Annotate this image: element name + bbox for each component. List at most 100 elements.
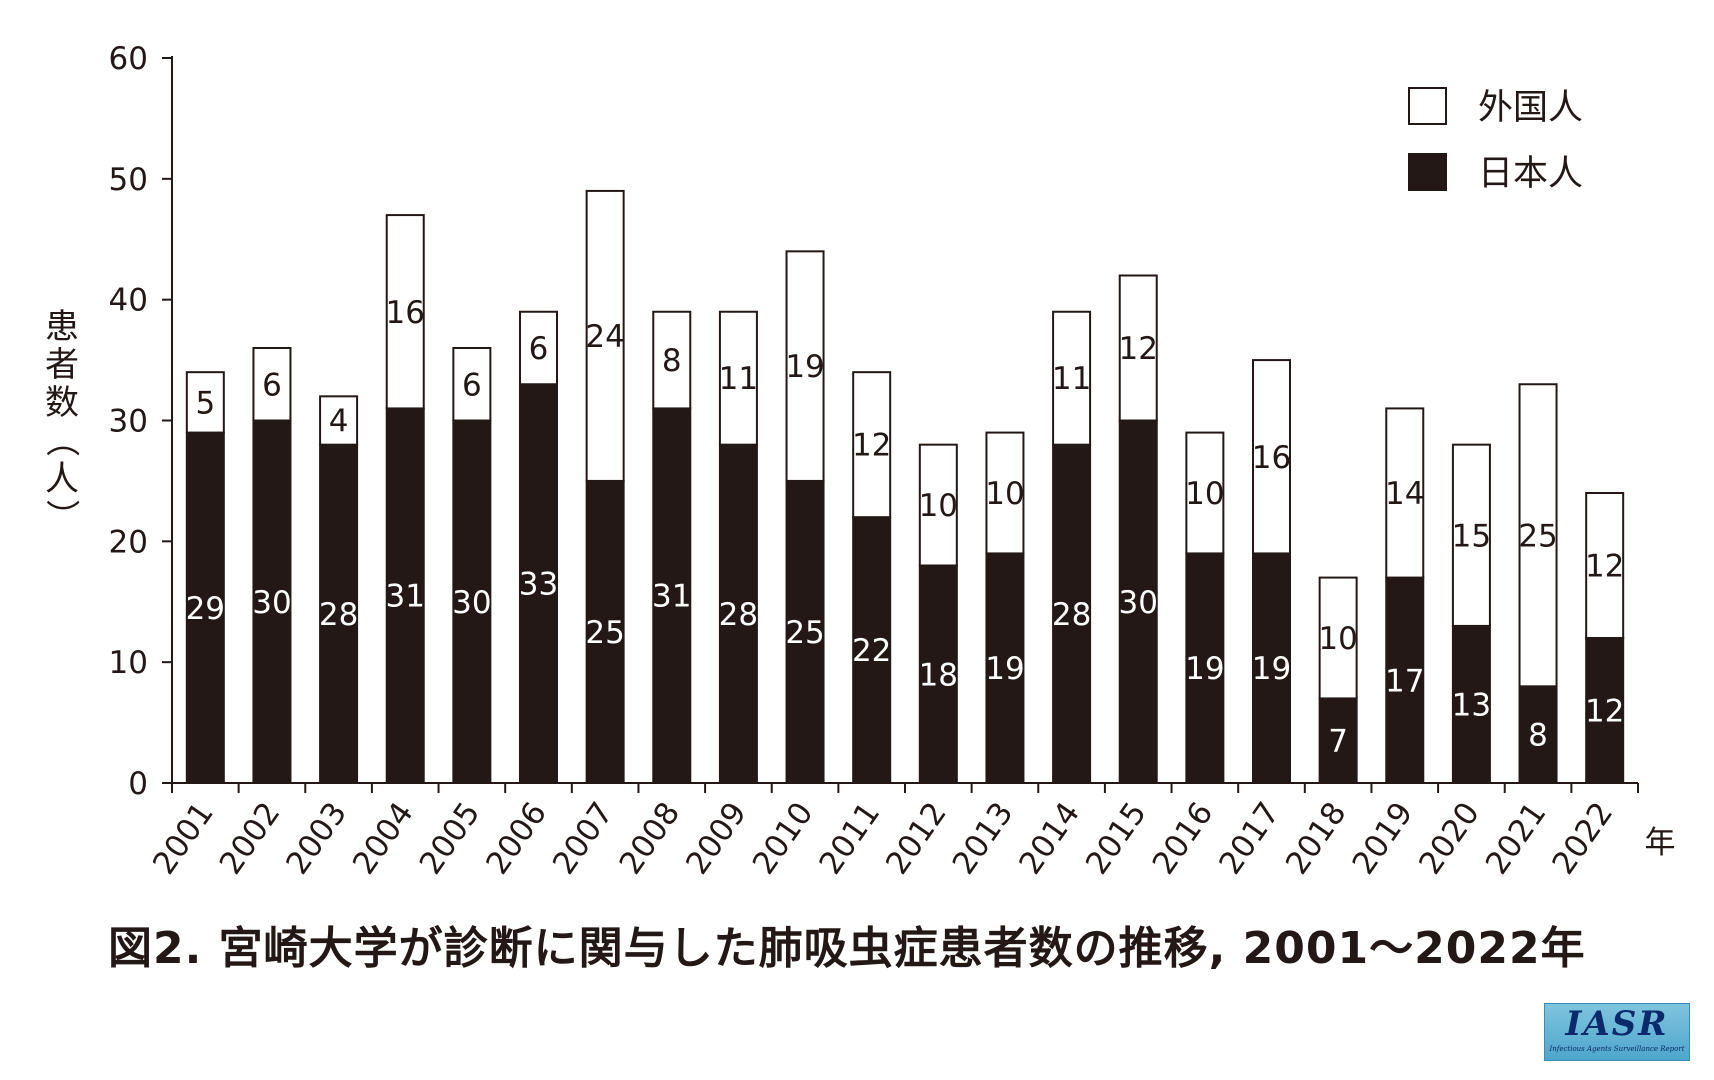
y-axis-label-char: 人 xyxy=(45,459,79,499)
bar-value-label: 18 xyxy=(919,657,958,693)
bar-value-label: 12 xyxy=(1119,331,1158,367)
bar-value-label: 15 xyxy=(1452,518,1491,554)
chart-title: 図2. 宮崎大学が診断に関与した肺吸虫症患者数の推移, 2001〜2022年 xyxy=(108,923,1586,974)
bar-value-label: 10 xyxy=(919,488,958,524)
x-tick-label: 2021 xyxy=(1479,796,1554,881)
bar-value-label: 6 xyxy=(262,367,282,403)
bar-value-label: 12 xyxy=(852,428,891,464)
bar-segment xyxy=(585,479,625,784)
y-tick-label: 30 xyxy=(109,404,148,440)
x-tick-label: 2012 xyxy=(879,796,954,881)
y-tick-label: 10 xyxy=(109,645,148,681)
bar-segment xyxy=(785,479,825,784)
x-tick-label: 2005 xyxy=(413,796,488,881)
bar-value-label: 30 xyxy=(1119,585,1158,621)
bar-segment xyxy=(1518,383,1558,688)
bar-value-label: 8 xyxy=(662,343,682,379)
bar-segment xyxy=(252,419,292,784)
bar-value-label: 12 xyxy=(1585,694,1624,730)
bar-segment xyxy=(452,419,492,784)
x-tick-label: 2020 xyxy=(1412,796,1487,881)
bar-segment xyxy=(1585,637,1625,784)
bar-value-label: 8 xyxy=(1528,718,1548,754)
bar-segment xyxy=(785,250,825,482)
x-tick-label: 2002 xyxy=(213,796,288,881)
x-tick-label: 2011 xyxy=(812,796,887,881)
bar-segment xyxy=(185,371,225,434)
x-tick-label: 2016 xyxy=(1146,796,1221,881)
bar-segment xyxy=(1385,576,1425,784)
bar-segment xyxy=(1318,697,1358,785)
bar-value-label: 7 xyxy=(1328,724,1348,760)
bars: 29 5 30 6 28 4 31 16 30 6 33 6 25 24 31 8 28 11 25 19 22 12 18… xyxy=(185,189,1625,785)
iasr-logo: IASR Infectious Agents Surveillance Repo… xyxy=(1544,1003,1690,1061)
bar-value-label: 19 xyxy=(985,651,1024,687)
bar-value-label: 11 xyxy=(1052,361,1091,397)
bar-segment xyxy=(319,395,359,446)
x-tick-label: 2018 xyxy=(1279,796,1354,881)
bar-segment xyxy=(652,310,692,410)
bar-value-label: 31 xyxy=(386,579,425,615)
bar-value-label: 11 xyxy=(719,361,758,397)
bar-value-label: 16 xyxy=(386,295,425,331)
legend-label: 日本人 xyxy=(1478,154,1583,194)
bar-segment xyxy=(519,310,558,386)
bar-value-label: 14 xyxy=(1385,476,1424,512)
bar-segment xyxy=(652,407,692,784)
x-tick-label: 2009 xyxy=(679,796,754,881)
y-tick-label: 60 xyxy=(109,41,148,77)
logo-sub-text: Infectious Agents Surveillance Report xyxy=(1549,1045,1685,1053)
bar-value-label: 6 xyxy=(462,367,482,403)
bar-value-label: 29 xyxy=(186,591,225,627)
bar-segment xyxy=(1185,552,1225,785)
bar-segment xyxy=(918,564,958,784)
bar-value-label: 10 xyxy=(1185,476,1224,512)
bar-value-label: 4 xyxy=(329,404,349,440)
x-tick-label: 2004 xyxy=(346,796,421,881)
x-tick-label: 2015 xyxy=(1079,796,1154,881)
bar-segment xyxy=(1518,685,1558,784)
bar-segment xyxy=(252,347,292,422)
bar-value-label: 16 xyxy=(1252,440,1291,476)
bar-segment xyxy=(1252,552,1291,785)
y-tick-label: 0 xyxy=(128,766,148,802)
bar-segment xyxy=(1185,431,1225,555)
legend-label: 外国人 xyxy=(1478,88,1583,128)
bar-value-label: 31 xyxy=(652,579,691,615)
bar-segment xyxy=(319,443,359,784)
y-axis-label-char: ） xyxy=(41,499,81,533)
x-tick-label: 2013 xyxy=(946,796,1021,881)
y-axis-label-char: 者 xyxy=(45,345,79,385)
bar-segment xyxy=(1252,359,1291,555)
bar-segment xyxy=(1052,310,1092,446)
bar-value-label: 10 xyxy=(985,476,1024,512)
bar-segment xyxy=(1451,443,1491,627)
x-tick-label: 2003 xyxy=(279,796,354,881)
bar-segment xyxy=(452,347,492,422)
bar-value-label: 28 xyxy=(719,597,758,633)
y-axis-label: 患者数（人） xyxy=(41,307,81,533)
bar-segment xyxy=(718,443,758,784)
bar-segment xyxy=(852,371,892,519)
bar-value-label: 22 xyxy=(852,633,891,669)
bar-value-label: 30 xyxy=(252,585,291,621)
y-tick-label: 20 xyxy=(109,524,148,560)
bar-segment xyxy=(852,516,892,785)
bar-segment xyxy=(718,310,758,446)
logo-main-text: IASR xyxy=(1565,1004,1669,1044)
x-tick-label: 2014 xyxy=(1012,796,1087,881)
bar-value-label: 19 xyxy=(1252,651,1291,687)
bar-segment xyxy=(985,431,1025,555)
bar-segment xyxy=(385,214,425,410)
x-tick-label: 2017 xyxy=(1212,796,1287,881)
bar-value-label: 5 xyxy=(195,385,215,421)
x-tick-label: 2008 xyxy=(613,796,688,881)
bar-segment xyxy=(1318,576,1358,700)
x-tick-label: 2010 xyxy=(746,796,821,881)
bar-value-label: 24 xyxy=(585,319,624,355)
x-tick-label: 2022 xyxy=(1545,796,1620,881)
x-tick-label: 2019 xyxy=(1346,796,1421,881)
x-tick-label: 2001 xyxy=(146,796,221,881)
